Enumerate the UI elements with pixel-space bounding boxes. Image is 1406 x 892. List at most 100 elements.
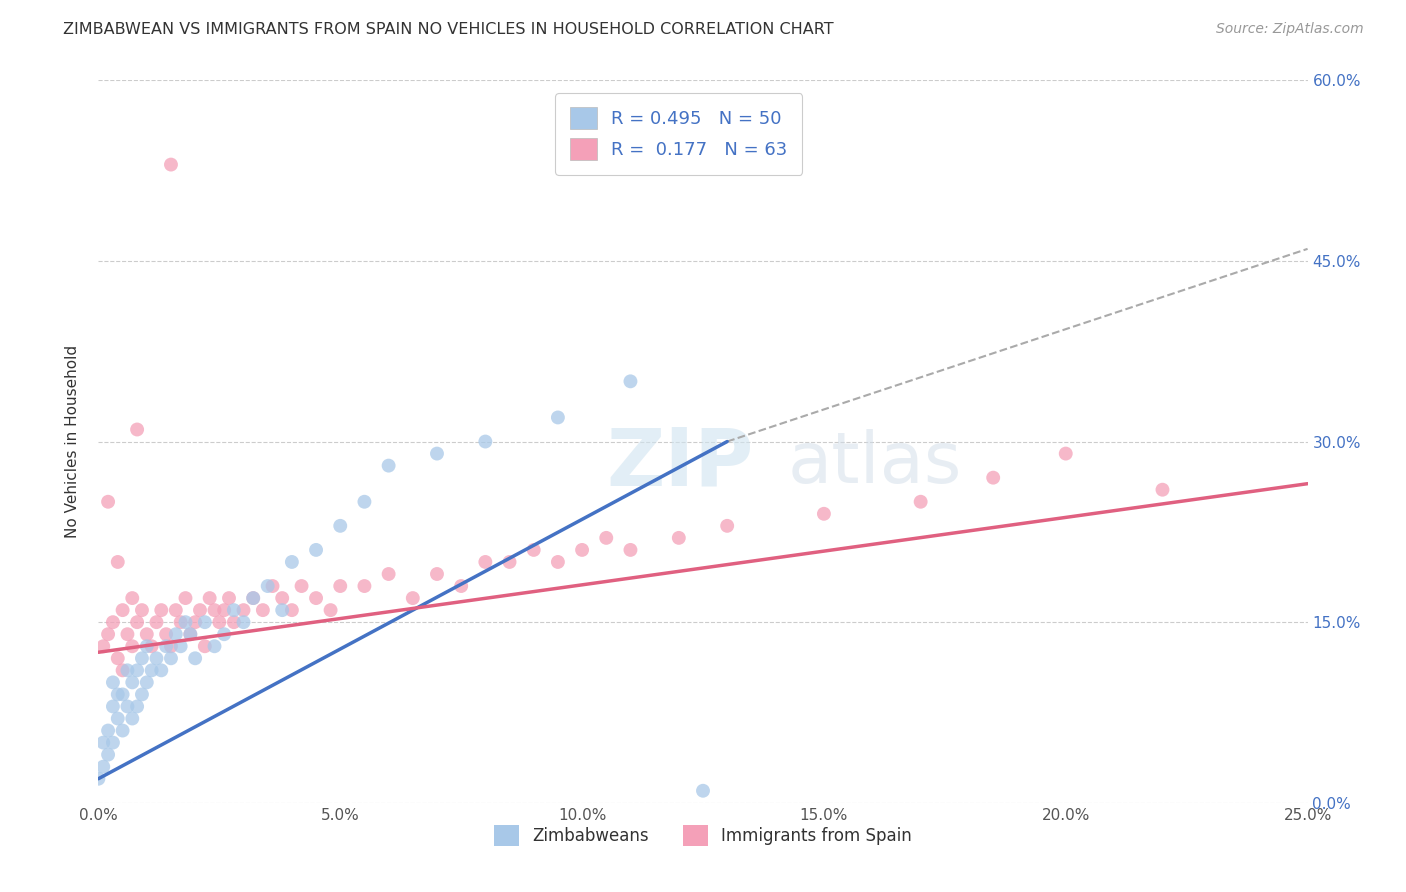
Point [281,555,304,569]
Point [668,531,690,545]
Point [107,651,129,665]
Point [426,446,449,460]
Point [426,567,449,582]
Point [101,675,124,690]
Point [271,603,294,617]
Point [131,687,153,701]
Point [155,627,177,641]
Point [121,591,143,605]
Point [179,627,201,641]
Text: Source: ZipAtlas.com: Source: ZipAtlas.com [1216,22,1364,37]
Point [97,494,120,508]
Point [101,699,124,714]
Point [252,603,274,617]
Point [571,542,593,557]
Point [353,494,375,508]
Point [1054,446,1077,460]
Point [135,639,157,653]
Point [135,627,157,641]
Text: atlas: atlas [787,429,962,498]
Point [813,507,835,521]
Point [169,639,191,653]
Point [174,615,197,630]
Point [165,603,187,617]
Point [91,735,114,749]
Point [107,712,129,726]
Point [145,651,167,665]
Point [402,591,425,605]
Point [353,579,375,593]
Point [981,470,1004,484]
Point [194,639,217,653]
Point [131,603,153,617]
Point [131,651,153,665]
Point [101,735,124,749]
Point [232,615,254,630]
Point [194,615,217,630]
Point [242,591,264,605]
Point [242,591,264,605]
Point [188,603,211,617]
Point [97,627,120,641]
Point [523,542,546,557]
Point [716,518,738,533]
Point [160,651,183,665]
Point [377,458,399,473]
Point [377,567,399,582]
Point [160,157,183,171]
Point [111,664,134,678]
Point [184,615,207,630]
Point [121,712,143,726]
Point [450,579,472,593]
Point [329,579,352,593]
Text: ZIP: ZIP [606,425,754,502]
Point [218,591,240,605]
Point [127,699,149,714]
Point [117,664,139,678]
Point [160,639,183,653]
Point [474,434,496,449]
Point [97,723,120,738]
Point [169,615,191,630]
Text: ZIMBABWEAN VS IMMIGRANTS FROM SPAIN NO VEHICLES IN HOUSEHOLD CORRELATION CHART: ZIMBABWEAN VS IMMIGRANTS FROM SPAIN NO V… [63,22,834,37]
Point [91,639,114,653]
Point [547,555,569,569]
Point [305,591,328,605]
Point [111,603,134,617]
Point [117,627,139,641]
Point [135,675,157,690]
Point [174,591,197,605]
Point [232,603,254,617]
Point [141,639,163,653]
Point [595,531,617,545]
Point [212,627,235,641]
Point [107,687,129,701]
Point [184,651,207,665]
Point [290,579,312,593]
Point [91,760,114,774]
Point [329,518,352,533]
Point [256,579,278,593]
Point [262,579,284,593]
Point [121,639,143,653]
Point [692,784,714,798]
Point [179,627,201,641]
Point [271,591,294,605]
Point [305,542,328,557]
Point [127,615,149,630]
Point [97,747,120,762]
Point [111,723,134,738]
Point [150,664,173,678]
Point [107,555,129,569]
Point [117,699,139,714]
Point [127,664,149,678]
Point [319,603,342,617]
Point [204,603,226,617]
Point [87,772,110,786]
Point [150,603,173,617]
Point [619,374,641,388]
Point [127,422,149,436]
Point [145,615,167,630]
Legend: Zimbabweans, Immigrants from Spain: Zimbabweans, Immigrants from Spain [488,819,918,852]
Point [101,615,124,630]
